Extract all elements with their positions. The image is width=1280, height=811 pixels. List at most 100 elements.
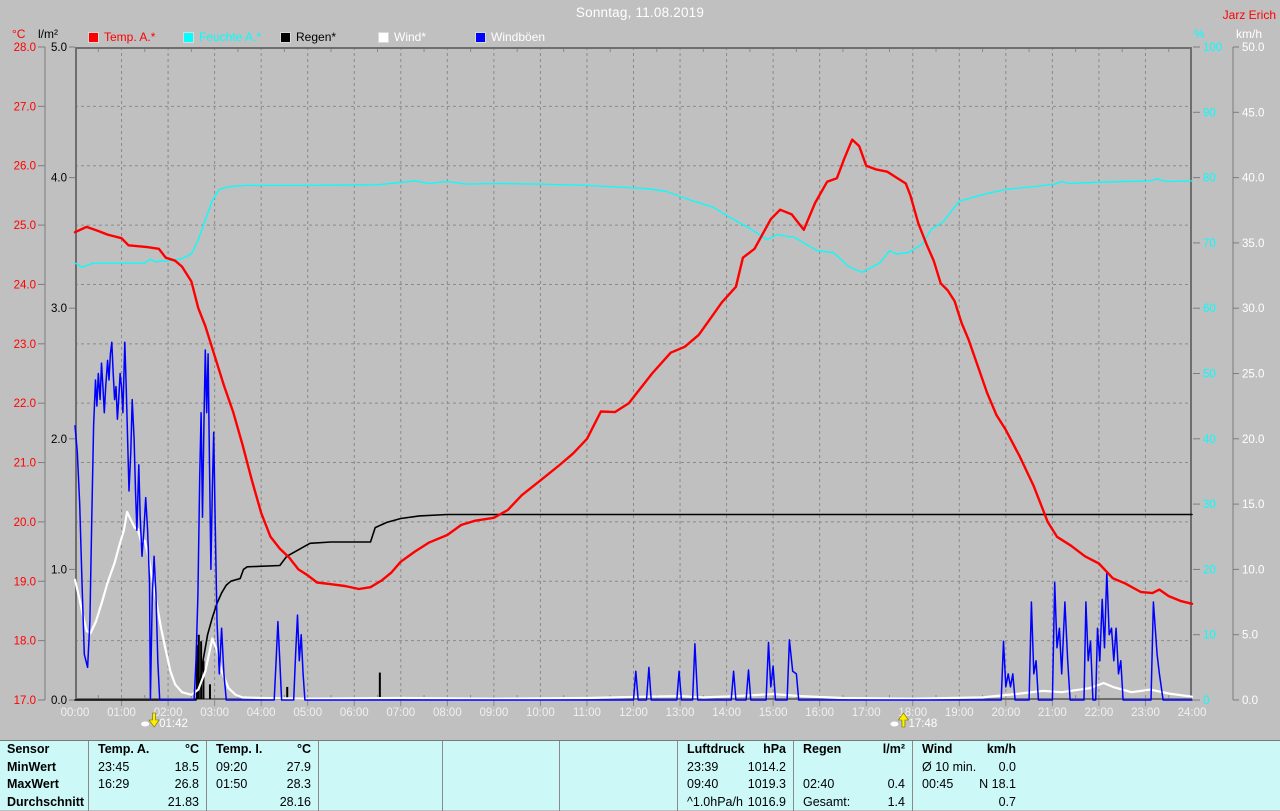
- svg-text:1.0: 1.0: [51, 564, 67, 576]
- min-time: 09:20: [216, 759, 247, 777]
- table-column-empty-2: [442, 741, 559, 811]
- sensor-unit: l/m²: [883, 741, 905, 759]
- svg-text:22.0: 22.0: [14, 398, 36, 410]
- svg-text:06:00: 06:00: [340, 707, 369, 719]
- sensor-name: Temp. A.: [98, 741, 149, 759]
- svg-text:20.0: 20.0: [1242, 434, 1264, 446]
- svg-text:70: 70: [1203, 238, 1216, 250]
- svg-text:80: 80: [1203, 173, 1216, 185]
- wind-swatch-icon: [378, 32, 389, 43]
- svg-text:45.0: 45.0: [1242, 107, 1264, 119]
- svg-text:14:00: 14:00: [712, 707, 741, 719]
- max-time: 01:50: [216, 776, 247, 794]
- max-time: 00:45: [922, 776, 953, 794]
- svg-text:18.0: 18.0: [14, 636, 36, 648]
- legend-label: Windböen: [491, 30, 545, 44]
- svg-text:0.0: 0.0: [51, 695, 67, 707]
- svg-text:24.0: 24.0: [14, 279, 36, 291]
- sensor-name: Temp. I.: [216, 741, 262, 759]
- avg-value: 28.16: [280, 794, 311, 811]
- sensor-unit: °C: [297, 741, 311, 759]
- legend-item-temp: Temp. A.*: [88, 30, 155, 44]
- svg-text:16:00: 16:00: [805, 707, 834, 719]
- sensor-name: Luftdruck: [687, 741, 745, 759]
- total-value: 1.4: [888, 794, 905, 811]
- svg-text:15:00: 15:00: [759, 707, 788, 719]
- trend-label: ^1.0hPa/h: [687, 794, 743, 811]
- svg-text:07:00: 07:00: [386, 707, 415, 719]
- author-label: Jarz Erich: [1223, 8, 1276, 22]
- svg-text:23.0: 23.0: [14, 339, 36, 351]
- avg-value: 0.7: [999, 794, 1016, 811]
- legend-label: Regen*: [296, 30, 336, 44]
- total-label: Gesamt:: [803, 794, 850, 811]
- svg-text:15.0: 15.0: [1242, 499, 1264, 511]
- sensor-name: Wind: [922, 741, 952, 759]
- rain-swatch-icon: [280, 32, 291, 43]
- svg-text:19:00: 19:00: [945, 707, 974, 719]
- svg-text:25.0: 25.0: [1242, 369, 1264, 381]
- max-value: 0.4: [888, 776, 905, 794]
- svg-text:21:00: 21:00: [1038, 707, 1067, 719]
- svg-text:01:42: 01:42: [159, 718, 188, 730]
- svg-text:17.0: 17.0: [14, 695, 36, 707]
- min-value: 27.9: [287, 759, 311, 777]
- sensor-unit: km/h: [987, 741, 1016, 759]
- svg-text:40.0: 40.0: [1242, 173, 1264, 185]
- svg-text:01:00: 01:00: [107, 707, 136, 719]
- legend-label: Temp. A.*: [104, 30, 155, 44]
- row-label: Sensor: [0, 741, 88, 759]
- svg-text:05:00: 05:00: [293, 707, 322, 719]
- legend-item-rain: Regen*: [280, 30, 336, 44]
- max-value: 26.8: [175, 776, 199, 794]
- svg-text:23:00: 23:00: [1131, 707, 1160, 719]
- svg-text:03:00: 03:00: [200, 707, 229, 719]
- svg-text:22:00: 22:00: [1085, 707, 1114, 719]
- svg-text:30.0: 30.0: [1242, 303, 1264, 315]
- svg-text:17:48: 17:48: [908, 718, 937, 730]
- svg-text:21.0: 21.0: [14, 458, 36, 470]
- legend-item-humidity: Feuchte A.*: [183, 30, 261, 44]
- min-time: 23:39: [687, 759, 718, 777]
- temp-swatch-icon: [88, 32, 99, 43]
- svg-text:09:00: 09:00: [479, 707, 508, 719]
- svg-text:5.0: 5.0: [1242, 630, 1258, 642]
- row-label: Durchschnitt: [0, 794, 88, 811]
- avg-value: 1016.9: [748, 794, 786, 811]
- avg10-value: 0.0: [999, 759, 1016, 777]
- legend-item-wind: Wind*: [378, 30, 426, 44]
- max-value: 1019.3: [748, 776, 786, 794]
- max-time: 16:29: [98, 776, 129, 794]
- svg-text:60: 60: [1203, 303, 1216, 315]
- table-column-empty-1: [318, 741, 442, 811]
- svg-text:0: 0: [1203, 695, 1209, 707]
- sensor-unit: °C: [185, 741, 199, 759]
- svg-text:20:00: 20:00: [991, 707, 1020, 719]
- svg-text:17:00: 17:00: [852, 707, 881, 719]
- svg-text:40: 40: [1203, 434, 1216, 446]
- svg-text:10:00: 10:00: [526, 707, 555, 719]
- svg-text:2.0: 2.0: [51, 434, 67, 446]
- chart-canvas: 28.027.026.025.024.023.022.021.020.019.0…: [0, 0, 1280, 740]
- svg-text:04:00: 04:00: [247, 707, 276, 719]
- svg-text:24:00: 24:00: [1178, 707, 1207, 719]
- table-column-empty-3: [559, 741, 677, 811]
- avg10-label: Ø 10 min.: [922, 759, 976, 777]
- svg-text:00:00: 00:00: [61, 707, 90, 719]
- max-time: 02:40: [803, 776, 834, 794]
- max-time: 09:40: [687, 776, 718, 794]
- svg-text:10: 10: [1203, 630, 1216, 642]
- svg-text:26.0: 26.0: [14, 161, 36, 173]
- svg-text:27.0: 27.0: [14, 101, 36, 113]
- svg-text:12:00: 12:00: [619, 707, 648, 719]
- gusts-swatch-icon: [475, 32, 486, 43]
- svg-text:19.0: 19.0: [14, 576, 36, 588]
- svg-text:30: 30: [1203, 499, 1216, 511]
- legend-item-gusts: Windböen: [475, 30, 545, 44]
- svg-text:25.0: 25.0: [14, 220, 36, 232]
- svg-text:35.0: 35.0: [1242, 238, 1264, 250]
- sensor-unit: hPa: [763, 741, 786, 759]
